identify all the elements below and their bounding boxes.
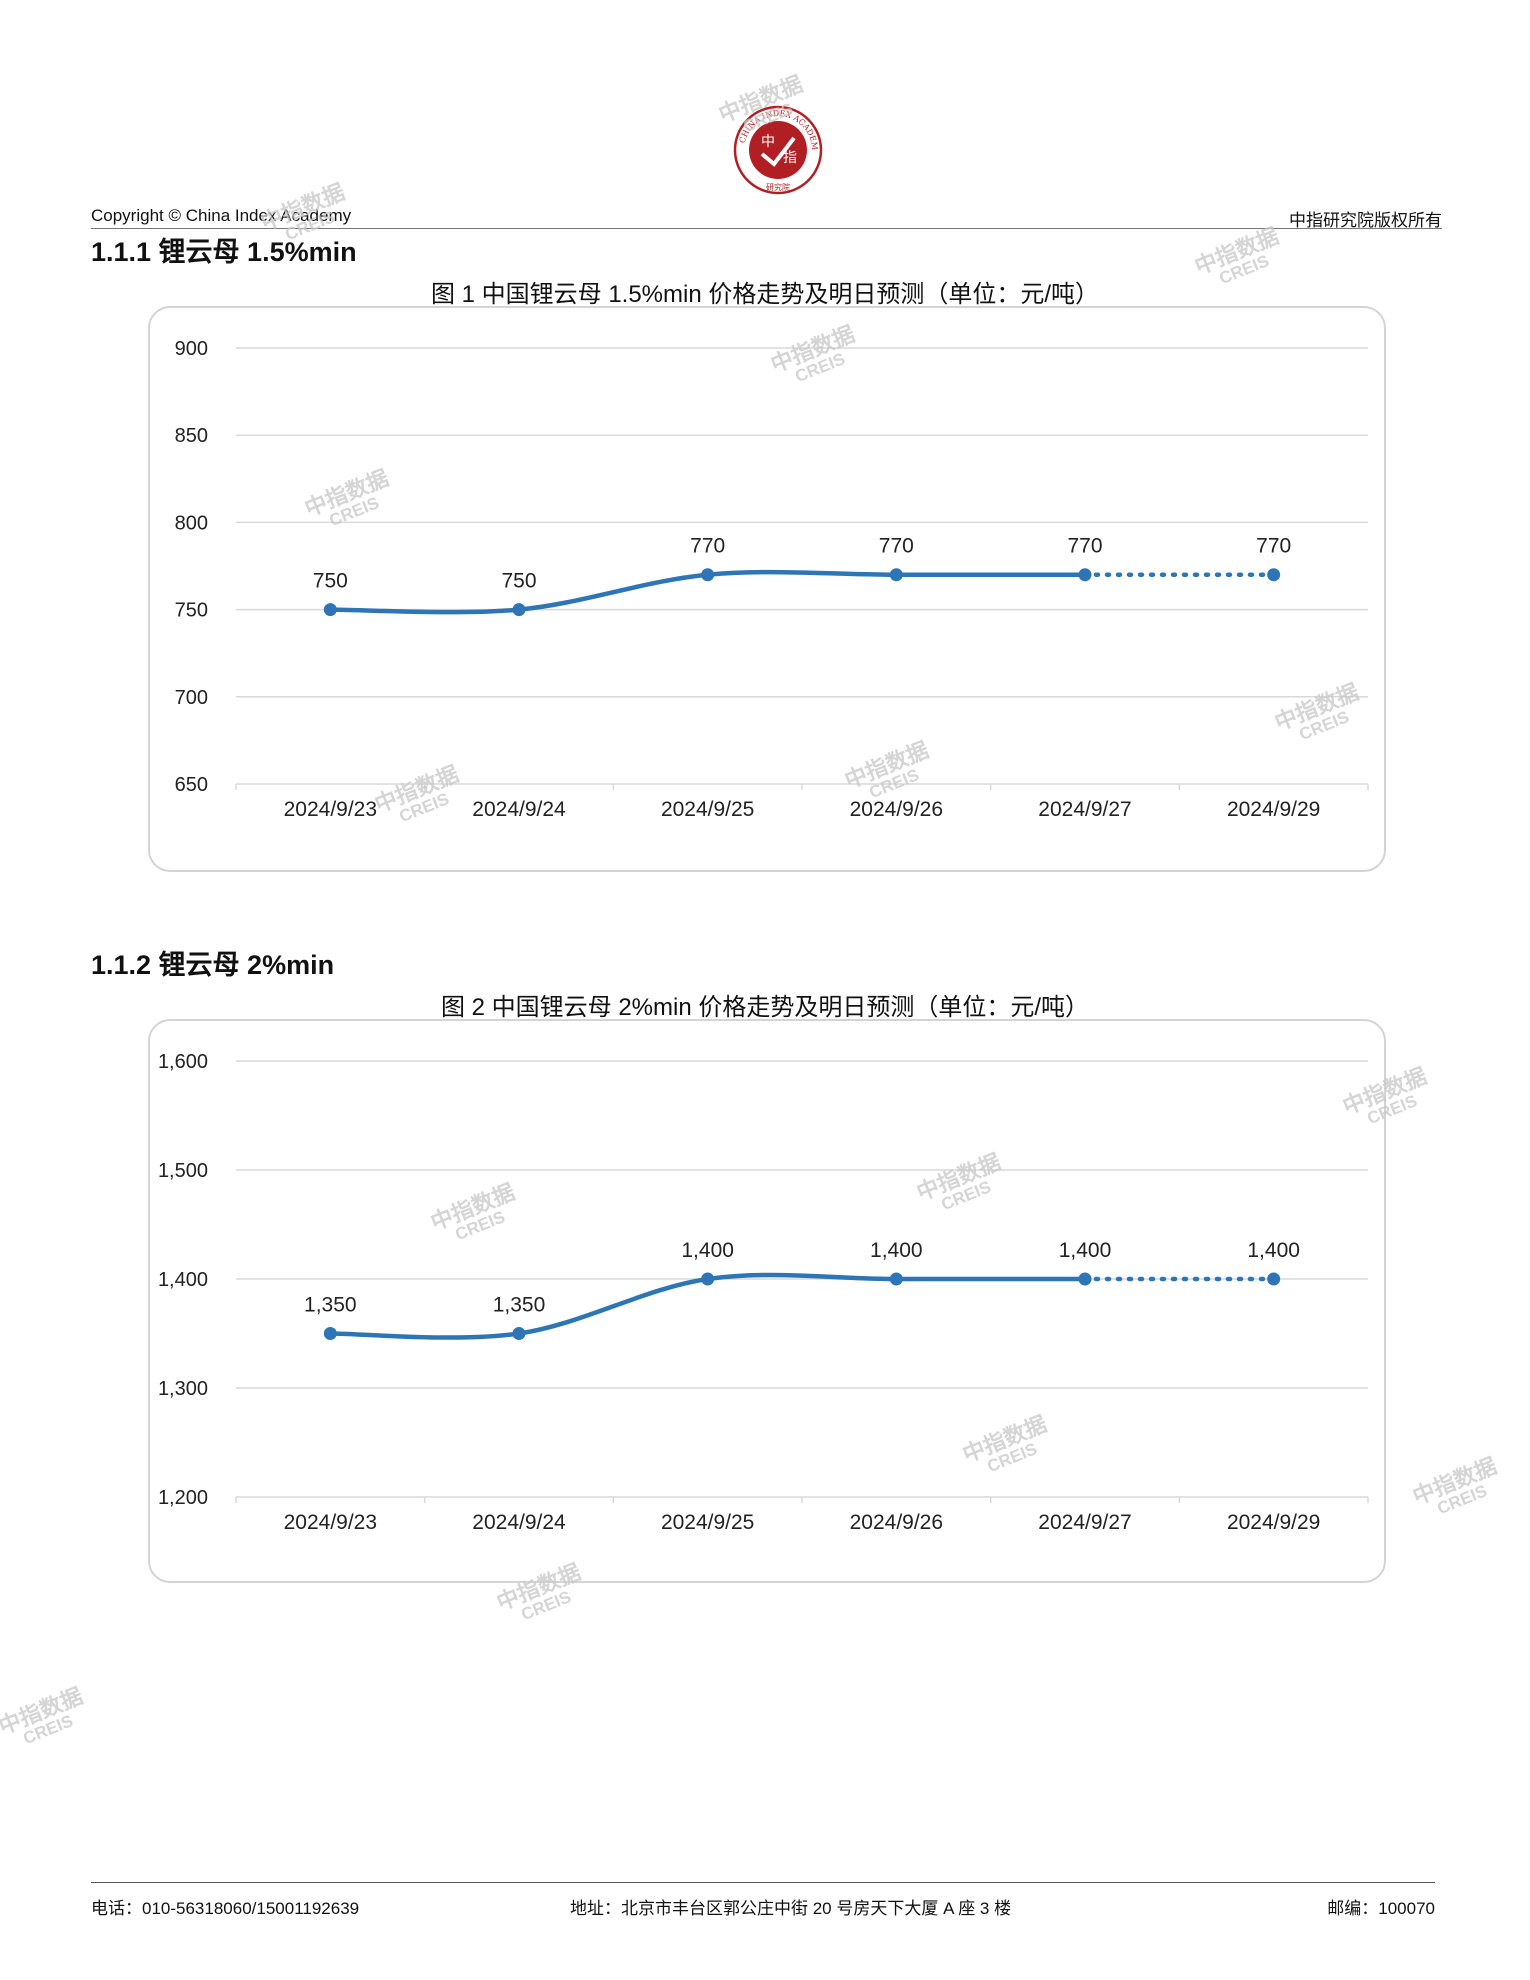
- data-point: [889, 568, 903, 582]
- chart-1-svg: 650 700 750 800 850 900 2024/9/23 2024/9/24 2024…: [175, 338, 1369, 821]
- y-tick-label: 650: [175, 774, 208, 796]
- data-label: 770: [1067, 535, 1102, 558]
- x-tick-label: 2024/9/29: [1227, 798, 1320, 821]
- data-label: 750: [501, 570, 536, 593]
- data-point: [323, 1327, 337, 1340]
- data-label: 1,400: [870, 1239, 923, 1262]
- x-tick-label: 2024/9/29: [1227, 1511, 1320, 1534]
- footer-address: 地址：北京市丰台区郭公庄中街 20 号房天下大厦 A 座 3 楼: [570, 1899, 1012, 1918]
- svg-text:指: 指: [783, 150, 797, 166]
- svg-text:中: 中: [761, 134, 775, 150]
- svg-text:研究院: 研究院: [766, 182, 790, 192]
- y-tick-label: 1,300: [158, 1378, 208, 1400]
- section-title-2: 1.1.2 锂云母 2%min: [91, 950, 335, 980]
- x-tick-label: 2024/9/27: [1038, 798, 1131, 821]
- chart-title-1: 图 1 中国锂云母 1.5%min 价格走势及明日预测（单位：元/吨）: [430, 281, 1100, 308]
- y-tick-label: 850: [175, 425, 208, 447]
- y-tick-label: 900: [175, 338, 208, 360]
- x-tick-label: 2024/9/26: [850, 1511, 943, 1534]
- x-tick-label: 2024/9/25: [661, 1511, 754, 1534]
- data-label: 1,400: [1059, 1239, 1112, 1262]
- x-tick-label: 2024/9/27: [1038, 1511, 1131, 1534]
- data-point: [701, 568, 715, 582]
- data-label: 1,350: [304, 1294, 357, 1317]
- footer-phone: 电话：010-56318060/15001192639: [91, 1899, 360, 1918]
- data-point: [701, 1272, 715, 1286]
- chart-title-2: 图 2 中国锂云母 2%min 价格走势及明日预测（单位：元/吨）: [440, 994, 1090, 1021]
- rights-text: 中指研究院版权所有: [1289, 211, 1442, 231]
- header-divider: [91, 228, 1442, 229]
- data-label: 1,400: [681, 1239, 734, 1262]
- data-point: [1078, 1272, 1092, 1286]
- data-point: [1267, 1272, 1281, 1286]
- chart-2-svg: 1,200 1,300 1,400 1,500 1,600 2024/9/23 2024/9…: [158, 1051, 1369, 1534]
- data-label: 750: [313, 570, 348, 593]
- x-tick-label: 2024/9/26: [850, 798, 943, 821]
- footer-postcode: 邮编：100070: [1327, 1899, 1435, 1918]
- data-point: [1267, 568, 1281, 582]
- watermark: 中指数据 CREIS: [1409, 1453, 1501, 1519]
- x-tick-label: 2024/9/24: [472, 1511, 566, 1534]
- x-tick-label: 2024/9/23: [284, 798, 377, 821]
- y-tick-label: 800: [175, 512, 208, 534]
- y-tick-label: 700: [175, 687, 208, 709]
- chart-panel-2: 1,200 1,300 1,400 1,500 1,600 2024/9/23 2024/9…: [148, 1019, 1386, 1583]
- data-point: [1078, 568, 1092, 582]
- data-point: [512, 603, 526, 617]
- x-tick-label: 2024/9/23: [284, 1511, 377, 1534]
- section-title-1: 1.1.1 锂云母 1.5%min: [91, 237, 357, 267]
- china-index-academy-logo: 中 指 CHINA INDEX ACADEMY 研究院: [732, 104, 823, 195]
- x-tick-label: 2024/9/24: [472, 798, 566, 821]
- footer-divider: [91, 1882, 1435, 1883]
- y-tick-label: 750: [175, 600, 208, 622]
- watermark: 中指数据 CREIS: [0, 1683, 87, 1749]
- data-point: [323, 603, 337, 617]
- data-label: 1,400: [1247, 1239, 1300, 1262]
- copyright-text: Copyright © China Index Academy: [91, 206, 352, 225]
- y-tick-label: 1,500: [158, 1160, 208, 1182]
- data-point: [889, 1272, 903, 1286]
- data-label: 1,350: [493, 1294, 546, 1317]
- data-label: 770: [690, 535, 725, 558]
- data-label: 770: [879, 535, 914, 558]
- y-tick-label: 1,400: [158, 1269, 208, 1291]
- data-point: [512, 1327, 526, 1340]
- data-label: 770: [1256, 535, 1291, 558]
- y-tick-label: 1,200: [158, 1487, 208, 1509]
- chart-panel-1: 650 700 750 800 850 900 2024/9/23 2024/9/24 2024…: [148, 306, 1386, 872]
- y-tick-label: 1,600: [158, 1051, 208, 1073]
- x-tick-label: 2024/9/25: [661, 798, 754, 821]
